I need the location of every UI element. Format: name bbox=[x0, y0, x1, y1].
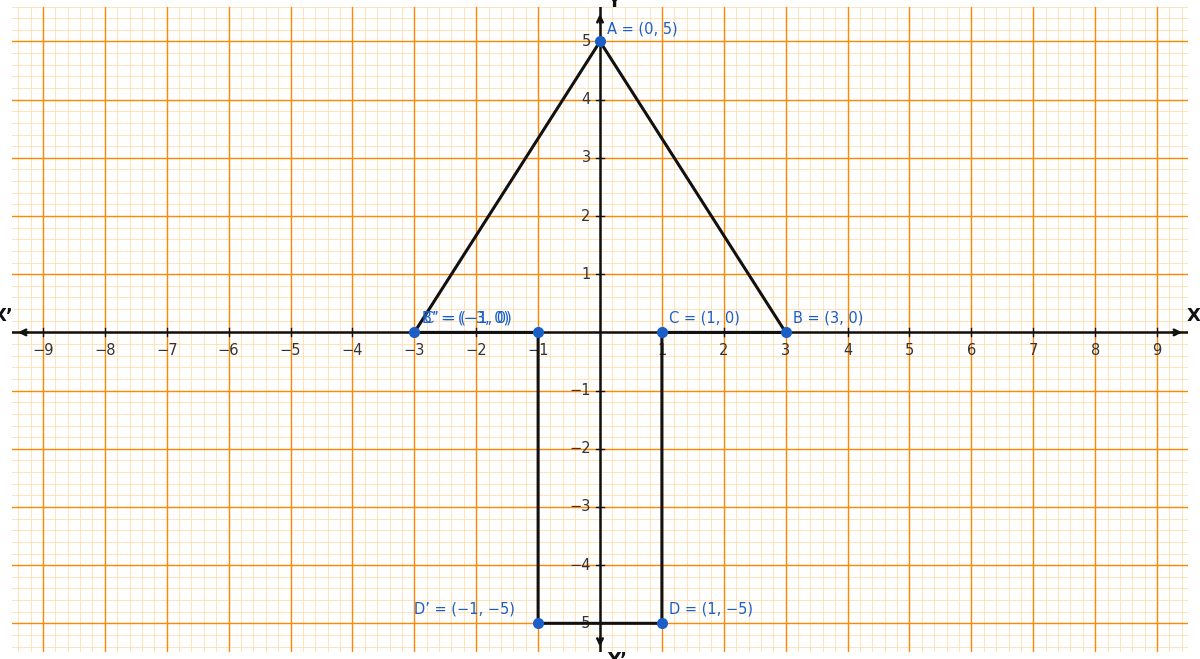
Text: 5: 5 bbox=[905, 343, 914, 358]
Text: B’ = (−3, 0): B’ = (−3, 0) bbox=[421, 310, 509, 326]
Text: 3: 3 bbox=[582, 150, 590, 165]
Text: D = (1, −5): D = (1, −5) bbox=[670, 601, 754, 616]
Text: 4: 4 bbox=[582, 92, 590, 107]
Text: 1: 1 bbox=[582, 267, 590, 282]
Text: C’ = (−1, 0): C’ = (−1, 0) bbox=[424, 310, 511, 326]
Text: C = (1, 0): C = (1, 0) bbox=[670, 310, 740, 326]
Text: 5: 5 bbox=[582, 34, 590, 49]
Text: −2: −2 bbox=[569, 442, 590, 456]
Text: X’: X’ bbox=[0, 307, 13, 325]
Text: A = (0, 5): A = (0, 5) bbox=[607, 22, 678, 37]
Text: −8: −8 bbox=[94, 343, 115, 358]
Text: −6: −6 bbox=[218, 343, 239, 358]
Text: −4: −4 bbox=[569, 558, 590, 573]
Text: 6: 6 bbox=[967, 343, 976, 358]
Text: −7: −7 bbox=[156, 343, 178, 358]
Text: 8: 8 bbox=[1091, 343, 1099, 358]
Text: 2: 2 bbox=[719, 343, 728, 358]
Text: −1: −1 bbox=[527, 343, 548, 358]
Text: B = (3, 0): B = (3, 0) bbox=[793, 310, 864, 326]
Text: −3: −3 bbox=[403, 343, 425, 358]
Text: 7: 7 bbox=[1028, 343, 1038, 358]
Text: 4: 4 bbox=[842, 343, 852, 358]
Text: −5: −5 bbox=[569, 616, 590, 631]
Text: Y’: Y’ bbox=[607, 651, 628, 659]
Text: 3: 3 bbox=[781, 343, 791, 358]
Text: 1: 1 bbox=[658, 343, 666, 358]
Text: −3: −3 bbox=[569, 500, 590, 515]
Text: 9: 9 bbox=[1152, 343, 1162, 358]
Text: −9: −9 bbox=[32, 343, 54, 358]
Text: −4: −4 bbox=[342, 343, 364, 358]
Text: −2: −2 bbox=[466, 343, 487, 358]
Text: −1: −1 bbox=[569, 383, 590, 398]
Text: X: X bbox=[1187, 307, 1200, 325]
Text: Y: Y bbox=[607, 0, 620, 11]
Text: 2: 2 bbox=[581, 208, 590, 223]
Text: D’ = (−1, −5): D’ = (−1, −5) bbox=[414, 601, 515, 616]
Text: −5: −5 bbox=[280, 343, 301, 358]
